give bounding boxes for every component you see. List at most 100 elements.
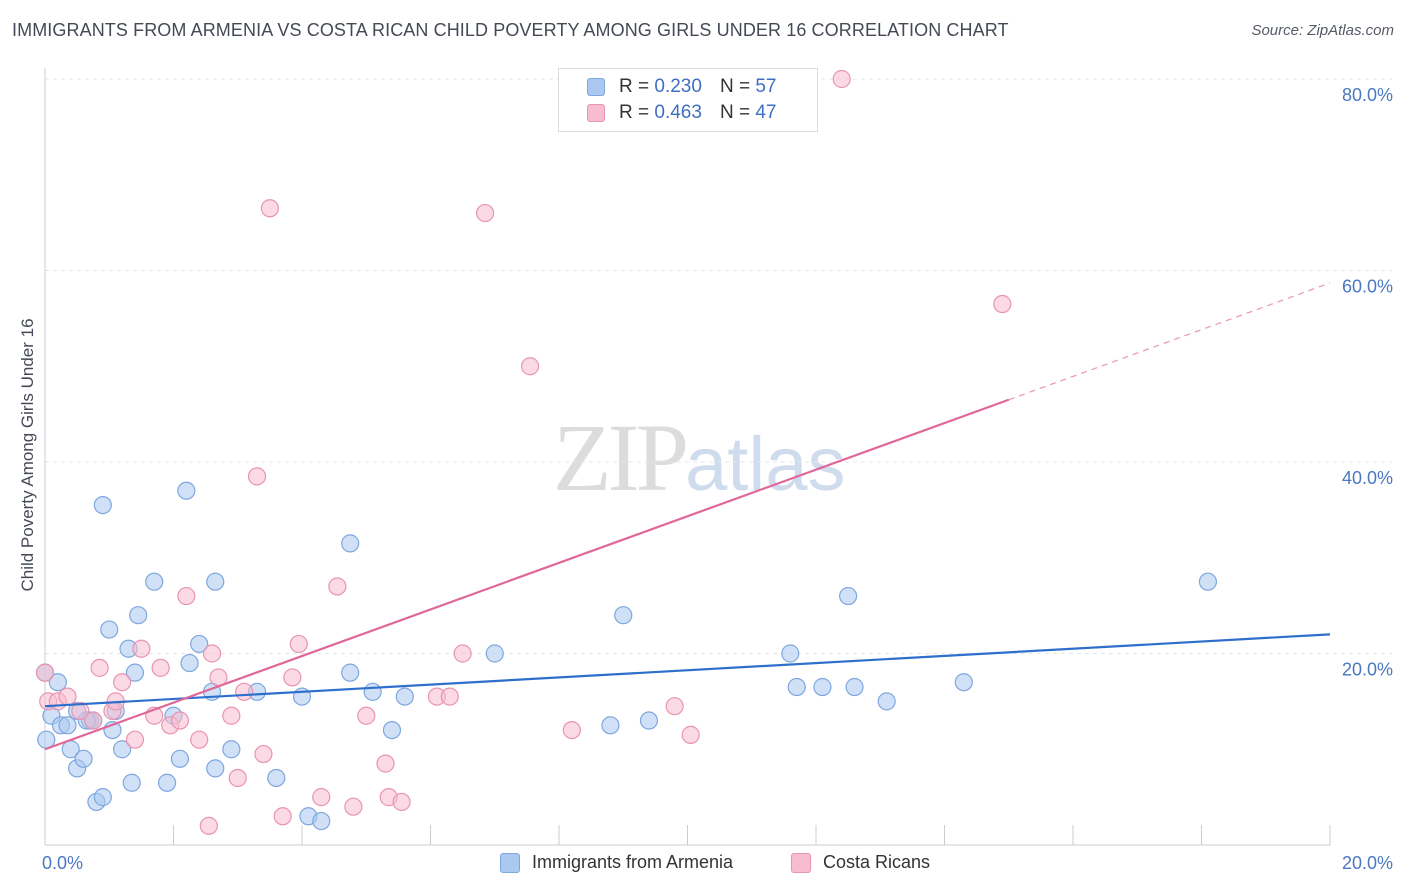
costa-rican-point bbox=[832, 69, 851, 89]
costa-rican-point bbox=[112, 673, 132, 692]
armenia-point bbox=[93, 788, 112, 807]
legend-n-value: 57 bbox=[755, 76, 777, 97]
legend-stats-row-armenia: R = 0.230 N = 57 bbox=[587, 74, 776, 100]
grid bbox=[45, 78, 1392, 654]
legend-swatch-armenia bbox=[587, 78, 605, 96]
armenia-point bbox=[125, 663, 145, 682]
tick-labels: 20.0% 40.0% 60.0% 80.0% 0.0% 20.0% bbox=[42, 85, 1393, 873]
legend-r-value: 0.230 bbox=[654, 76, 702, 97]
trend-lines bbox=[44, 282, 1331, 751]
legend-r-label: R = bbox=[619, 102, 650, 123]
legend-n-label: N = bbox=[719, 76, 751, 97]
costa-rican-point bbox=[328, 577, 347, 596]
armenia-point bbox=[639, 711, 659, 730]
series-costa-rican-points bbox=[35, 69, 1012, 835]
armenia-point bbox=[267, 768, 286, 788]
armenia-point bbox=[954, 673, 973, 692]
armenia-point bbox=[382, 720, 402, 740]
costa-rican-point bbox=[90, 658, 109, 677]
armenia-point bbox=[1198, 572, 1218, 591]
armenia-trend-line bbox=[44, 633, 1331, 708]
costa-rican-trend-line bbox=[44, 398, 1010, 751]
costa-rican-point bbox=[199, 816, 218, 835]
costa-rican-point bbox=[392, 792, 411, 812]
costa-rican-point bbox=[177, 586, 196, 606]
armenia-point bbox=[112, 740, 132, 759]
chart-source: Source: ZipAtlas.com bbox=[1251, 22, 1394, 39]
legend-swatch-costa-rican bbox=[587, 104, 605, 122]
costa-rican-point bbox=[222, 706, 241, 725]
legend-stats: R = 0.230 N = 57 R = 0.463 N = 47 bbox=[558, 68, 818, 132]
costa-rican-point bbox=[35, 663, 55, 682]
y-tick-label: 80.0% bbox=[1342, 85, 1393, 105]
armenia-point bbox=[129, 606, 148, 625]
series-armenia-points bbox=[35, 481, 1218, 831]
watermark-zip: ZIP bbox=[553, 404, 689, 511]
armenia-point bbox=[363, 682, 382, 701]
legend-r-label: R = bbox=[619, 76, 650, 97]
costa-rican-point bbox=[344, 797, 363, 816]
x-tick-label: 0.0% bbox=[42, 853, 83, 873]
costa-rican-point bbox=[202, 644, 222, 663]
costa-rican-point bbox=[273, 807, 292, 826]
legend-swatch-costa-rican bbox=[791, 852, 811, 873]
costa-rican-point bbox=[476, 203, 495, 223]
costa-rican-point bbox=[170, 711, 190, 730]
armenia-point bbox=[145, 572, 164, 591]
armenia-point bbox=[177, 481, 196, 500]
legend-n-value: 47 bbox=[755, 102, 777, 123]
armenia-point bbox=[170, 749, 190, 768]
costa-rican-point bbox=[357, 706, 376, 725]
costa-rican-point bbox=[235, 682, 254, 701]
armenia-point bbox=[100, 620, 119, 639]
armenia-point bbox=[122, 773, 141, 792]
armenia-point bbox=[813, 677, 832, 697]
costa-rican-point bbox=[312, 788, 331, 807]
x-tick-label: 20.0% bbox=[1342, 853, 1393, 873]
costa-rican-point bbox=[247, 467, 267, 486]
costa-rican-point bbox=[228, 768, 247, 788]
armenia-point bbox=[206, 572, 225, 591]
costa-rican-point bbox=[71, 701, 90, 721]
costa-rican-point bbox=[453, 644, 472, 663]
armenia-point bbox=[206, 759, 225, 778]
armenia-point bbox=[781, 644, 800, 663]
armenia-point bbox=[180, 653, 199, 673]
armenia-point bbox=[845, 677, 864, 697]
costa-rican-point bbox=[289, 634, 308, 654]
armenia-point bbox=[222, 740, 241, 759]
armenia-point bbox=[839, 586, 858, 606]
legend-r-value: 0.463 bbox=[654, 102, 702, 123]
armenia-point bbox=[601, 716, 620, 735]
costa-rican-point bbox=[993, 294, 1012, 314]
armenia-point bbox=[157, 773, 177, 792]
armenia-point bbox=[58, 716, 77, 735]
legend-label-armenia: Immigrants from Armenia bbox=[532, 852, 734, 872]
costa-rican-point bbox=[190, 730, 209, 749]
legend-item-costa-rican[interactable]: Costa Ricans bbox=[791, 852, 930, 873]
legend-n-label: N = bbox=[719, 102, 751, 123]
costa-rican-point bbox=[376, 754, 395, 773]
costa-rican-point bbox=[151, 658, 170, 677]
costa-rican-point bbox=[520, 357, 540, 376]
armenia-point bbox=[485, 644, 504, 663]
legend-label-costa-rican: Costa Ricans bbox=[823, 852, 931, 872]
costa-rican-point bbox=[254, 744, 273, 764]
y-tick-label: 40.0% bbox=[1342, 468, 1393, 488]
y-tick-label: 60.0% bbox=[1342, 277, 1393, 297]
armenia-point bbox=[74, 749, 93, 768]
y-tick-label: 20.0% bbox=[1342, 660, 1393, 680]
armenia-point bbox=[48, 673, 67, 692]
costa-rican-point bbox=[132, 639, 151, 658]
costa-rican-point bbox=[665, 697, 684, 716]
costa-rican-point bbox=[283, 668, 302, 687]
costa-rican-point bbox=[58, 687, 77, 706]
watermark-atlas: atlas bbox=[685, 422, 846, 507]
legend-series: Immigrants from Armenia Costa Ricans bbox=[0, 852, 1406, 878]
legend-item-armenia[interactable]: Immigrants from Armenia bbox=[500, 852, 733, 873]
armenia-point bbox=[190, 634, 209, 654]
costa-rican-point bbox=[681, 725, 700, 744]
legend-stats-row-costa-rican: R = 0.463 N = 47 bbox=[587, 100, 776, 126]
armenia-point bbox=[93, 495, 112, 515]
